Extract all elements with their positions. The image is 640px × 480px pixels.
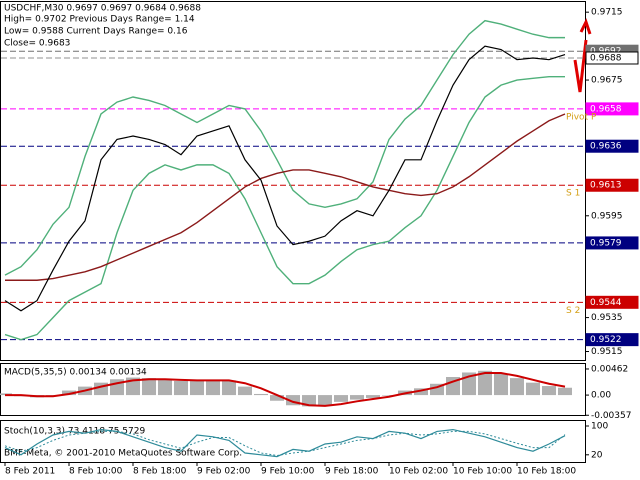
level-name: S 1: [566, 189, 580, 199]
y-tick-label: 0.00: [591, 391, 611, 401]
x-tick-label: 8 Feb 2011: [5, 467, 55, 477]
macd-bar: [318, 395, 332, 406]
x-tick-label: 9 Feb 10:00: [261, 467, 315, 477]
macd-bar: [286, 395, 300, 406]
level-label: 0.9636: [590, 142, 622, 152]
info-line: Low= 0.9588 Current Days Range= 0.16: [4, 27, 188, 37]
y-tick-label: 0.9595: [591, 211, 623, 221]
stoch-frame: [0, 420, 586, 463]
level-label: 0.9658: [590, 104, 622, 114]
info-line: High= 0.9702 Previous Days Range= 1.14: [4, 15, 195, 25]
macd-bar: [206, 379, 220, 396]
series-line: [4, 75, 565, 341]
y-tick-label: 0.00462: [591, 364, 628, 374]
macd-bar: [158, 379, 172, 396]
stoch-main: [4, 428, 566, 458]
level-box: [585, 295, 639, 309]
level-label: 0.9613: [590, 181, 622, 191]
level-label: 0.9522: [590, 335, 622, 345]
level-box: [585, 236, 639, 250]
macd-signal: [5, 372, 566, 407]
level-name: S 2: [566, 306, 580, 316]
macd-bar: [430, 383, 444, 396]
macd-title: MACD(5,35,5) 0.00134 0.00134: [4, 368, 147, 378]
x-tick-label: 10 Feb 10:00: [453, 467, 512, 477]
macd-bar: [94, 382, 108, 396]
copyright: BMF-Meta, © 2001-2010 MetaQuotes Softwar…: [4, 449, 242, 459]
y-tick-label: 0.9675: [591, 76, 623, 86]
level-box: [585, 139, 639, 153]
level-label: 0.9688: [590, 53, 622, 63]
level-name: Pivot P: [566, 112, 597, 122]
level-box: [585, 51, 639, 65]
macd-bar: [254, 393, 268, 396]
macd-bar: [494, 373, 508, 396]
y-tick-label: 0.9515: [591, 347, 623, 357]
x-tick-label: 10 Feb 02:00: [389, 467, 448, 477]
macd-bar: [478, 370, 492, 396]
level-label: 0.9579: [590, 238, 622, 248]
macd-bar: [366, 395, 380, 398]
x-tick-label: 10 Feb 18:00: [517, 467, 576, 477]
macd-bar: [382, 395, 396, 396]
y-tick-label: 0.9535: [591, 313, 623, 323]
macd-bar: [526, 382, 540, 396]
macd-bar: [510, 378, 524, 396]
series-line: [4, 45, 566, 312]
macd-bar: [350, 395, 364, 400]
x-tick-label: 8 Feb 10:00: [69, 467, 123, 477]
macd-bar: [190, 380, 204, 396]
macd-bar: [238, 386, 252, 396]
level-box: [585, 178, 639, 192]
macd-bar: [414, 388, 428, 396]
chart-title: USDCHF,M30 0.9697 0.9697 0.9684 0.9688: [4, 4, 201, 14]
y-tick-label: 0.9715: [591, 8, 623, 18]
macd-bar: [270, 395, 284, 401]
level-label: 0.9544: [590, 298, 622, 308]
macd-bar: [142, 378, 156, 396]
macd-bar: [558, 387, 572, 396]
macd-bar: [174, 380, 188, 396]
macd-bar: [334, 395, 348, 402]
macd-bar: [62, 390, 76, 396]
macd-frame: [0, 363, 586, 416]
macd-bar: [222, 380, 236, 396]
x-tick-label: 9 Feb 18:00: [325, 467, 379, 477]
level-box: [585, 102, 639, 116]
y-tick-label: -0.00357: [591, 411, 631, 421]
stoch-signal: [4, 430, 566, 457]
series-line: [5, 113, 566, 281]
series-line: [4, 19, 565, 276]
macd-bar: [542, 386, 556, 396]
macd-bar: [302, 395, 316, 407]
arrow: [573, 18, 592, 93]
x-tick-label: 9 Feb 02:00: [197, 467, 251, 477]
y-tick-label: 20: [591, 450, 603, 460]
macd-bar: [446, 377, 460, 396]
info-line: Close= 0.9683: [4, 39, 70, 49]
x-tick-label: 8 Feb 18:00: [133, 467, 187, 477]
level-box: [585, 333, 639, 347]
y-tick-label: 100: [591, 422, 608, 432]
